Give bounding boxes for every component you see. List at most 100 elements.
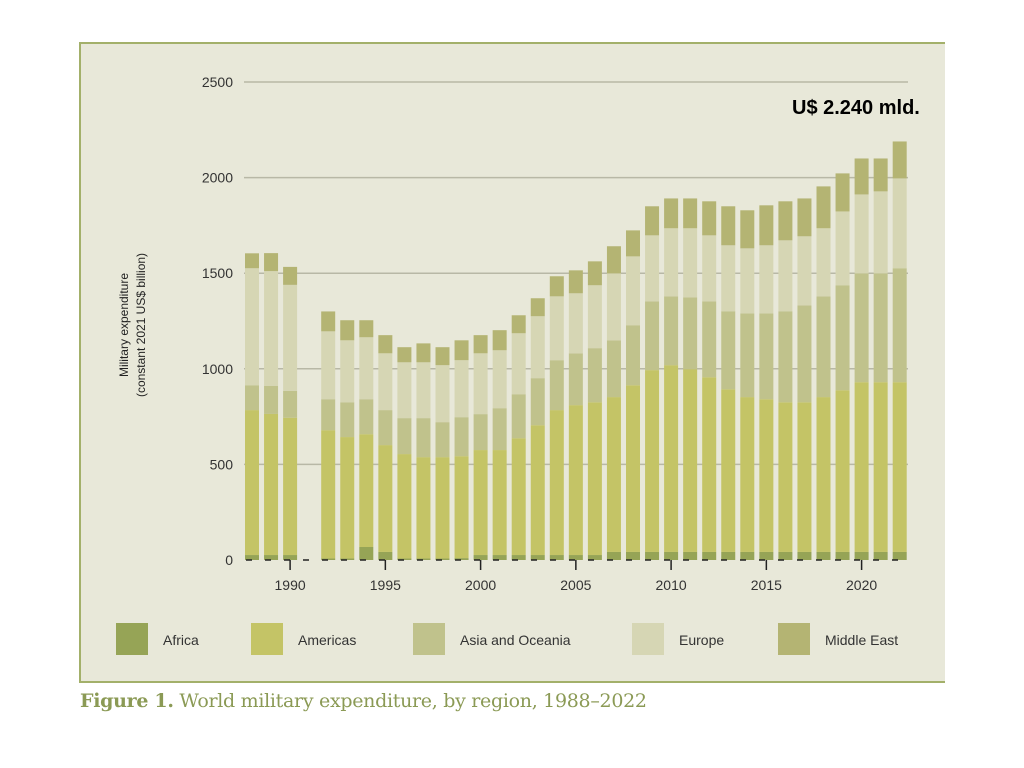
bar-segment-americas — [778, 402, 793, 552]
bar-segment-asia-and-oceania — [873, 273, 888, 383]
bar-segment-asia-and-oceania — [245, 385, 259, 411]
bar-segment-europe — [721, 245, 736, 312]
bar-segment-africa — [835, 551, 850, 560]
bar-segment-asia-and-oceania — [378, 410, 393, 446]
bar-segment-americas — [854, 382, 869, 552]
bar-segment-europe — [740, 248, 755, 314]
bar-segment-europe — [264, 271, 279, 387]
bar-segment-asia-and-oceania — [626, 325, 640, 386]
bar-segment-middle-east — [340, 320, 355, 341]
bar-segment-middle-east — [702, 201, 717, 236]
bar-segment-americas — [645, 370, 660, 552]
bar-segment-africa — [492, 555, 507, 560]
bar-segment-middle-east — [264, 253, 279, 272]
bar-segment-americas — [835, 390, 850, 552]
y-tick-label: 500 — [210, 456, 234, 472]
bar-segment-europe — [530, 316, 545, 379]
bar-segment-asia-and-oceania — [721, 311, 736, 390]
bar-segment-europe — [835, 211, 850, 286]
x-tick-label: 2000 — [465, 577, 496, 593]
bar-segment-middle-east — [492, 330, 507, 351]
bar-segment-asia-and-oceania — [664, 296, 679, 366]
bar-segment-africa — [245, 555, 259, 560]
bar-segment-americas — [759, 399, 774, 552]
bar-segment-africa — [721, 551, 736, 560]
bar-segment-asia-and-oceania — [416, 418, 431, 458]
bar-segment-middle-east — [683, 198, 698, 229]
bar-segment-americas — [702, 377, 717, 552]
bar-segment-americas — [683, 369, 698, 552]
bar-segment-asia-and-oceania — [892, 268, 907, 383]
bar-segment-americas — [264, 413, 279, 556]
bar-segment-europe — [378, 353, 393, 411]
bar-segment-africa — [854, 551, 869, 560]
bar-segment-europe — [549, 296, 564, 361]
x-tick-label: 1990 — [275, 577, 306, 593]
bar-segment-africa — [645, 551, 660, 560]
bar-segment-africa — [778, 551, 793, 560]
bars — [245, 141, 907, 560]
bar-segment-asia-and-oceania — [264, 386, 279, 414]
bar-segment-middle-east — [416, 343, 431, 363]
bar-segment-americas — [626, 385, 640, 552]
bar-segment-middle-east — [797, 198, 812, 237]
legend-label: Middle East — [825, 632, 898, 648]
bar-segment-americas — [892, 382, 907, 552]
bar-segment-europe — [454, 360, 469, 418]
bar-segment-americas — [740, 397, 755, 552]
bar-segment-middle-east — [549, 276, 564, 297]
x-tick-label: 2010 — [656, 577, 687, 593]
bar-segment-europe — [245, 268, 259, 386]
bar-segment-africa — [283, 555, 298, 560]
y-axis-label-line1: Military expenditure — [117, 273, 131, 377]
bar-segment-asia-and-oceania — [492, 408, 507, 451]
y-axis-label-line2: (constant 2021 US$ billion) — [134, 253, 148, 397]
bar-segment-africa — [340, 558, 355, 560]
bar-segment-africa — [683, 551, 698, 560]
x-axis-ticks: 1990 1995 2000 2005 2010 2015 2020 — [275, 560, 877, 593]
bar-segment-europe — [606, 273, 621, 341]
bar-segment-africa — [873, 551, 888, 560]
bar-segment-americas — [568, 405, 583, 556]
bar-segment-africa — [587, 555, 602, 560]
bar-segment-africa — [606, 551, 621, 560]
bar-segment-africa — [892, 551, 907, 560]
x-tick-label: 2020 — [846, 577, 877, 593]
bar-segment-middle-east — [530, 298, 545, 317]
bar-segment-middle-east — [511, 315, 526, 334]
bar-segment-americas — [416, 457, 431, 559]
bar-segment-asia-and-oceania — [816, 296, 831, 398]
figure-caption: Figure 1. World military expenditure, by… — [80, 690, 647, 712]
bar-segment-middle-east — [245, 253, 259, 269]
bar-segment-europe — [321, 331, 336, 400]
bar-segment-middle-east — [606, 246, 621, 274]
bar-segment-europe — [854, 194, 869, 274]
bar-segment-europe — [892, 178, 907, 269]
bar-segment-americas — [245, 410, 259, 556]
bar-segment-middle-east — [397, 347, 412, 363]
bar-segment-europe — [473, 353, 488, 415]
bar-segment-asia-and-oceania — [511, 394, 526, 439]
bar-segment-americas — [530, 425, 545, 556]
bar-segment-asia-and-oceania — [397, 418, 412, 455]
bar-segment-africa — [321, 558, 336, 560]
bar-segment-asia-and-oceania — [340, 402, 355, 438]
bar-segment-africa — [816, 551, 831, 560]
bar-segment-europe — [511, 333, 526, 395]
bar-segment-asia-and-oceania — [321, 399, 336, 431]
legend-swatch-americas — [251, 623, 283, 655]
legend-label: Europe — [679, 632, 724, 648]
figure-title: World military expenditure, by region, 1… — [173, 690, 647, 712]
y-axis-ticks: 0 500 1000 1500 2000 2500 — [202, 74, 233, 568]
bar-segment-americas — [816, 397, 831, 552]
bar-segment-africa — [759, 551, 774, 560]
bar-segment-europe — [778, 240, 793, 312]
bar-segment-europe — [683, 228, 698, 298]
bar-segment-africa — [264, 555, 279, 560]
bar-segment-middle-east — [740, 210, 755, 249]
total-annotation: U$ 2.240 mld. — [792, 97, 920, 119]
bar-segment-asia-and-oceania — [759, 313, 774, 400]
y-tick-label: 1500 — [202, 265, 233, 281]
bar-segment-africa — [416, 558, 431, 560]
bar-segment-asia-and-oceania — [359, 399, 374, 435]
